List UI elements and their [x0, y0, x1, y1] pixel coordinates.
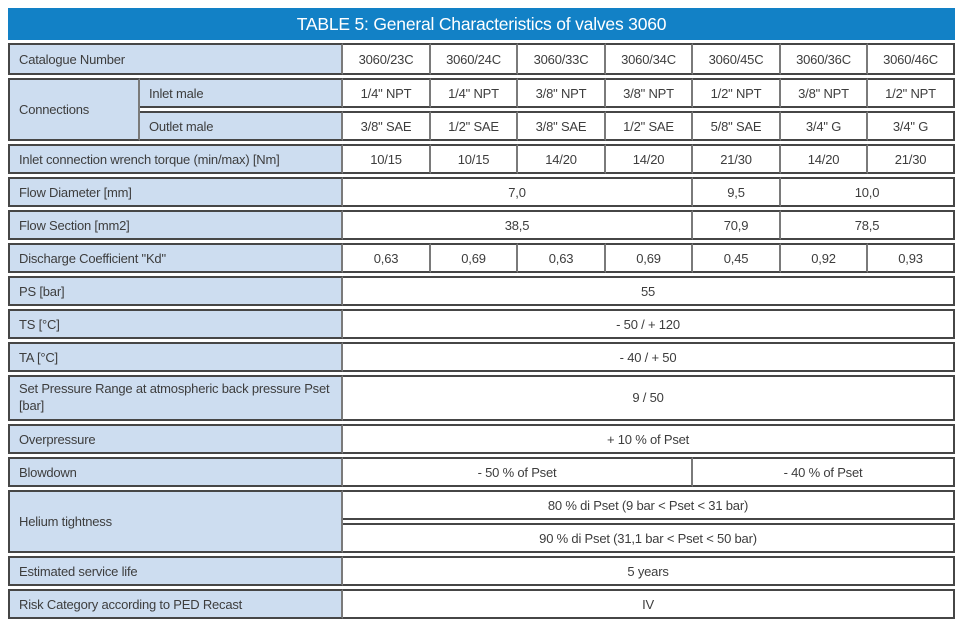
row-label-ps: PS [bar] — [8, 276, 344, 306]
outlet-cell: 1/2" SAE — [431, 111, 519, 141]
row-set-pressure-range: Set Pressure Range at atmospheric back p… — [8, 375, 956, 421]
discharge-cell: 0,69 — [431, 243, 519, 273]
ts-cell: - 50 / + 120 — [343, 309, 956, 339]
row-helium-tightness-2: 90 % di Pset (31,1 bar < Pset < 50 bar) — [8, 523, 956, 553]
inlet-cell: 3/8" NPT — [518, 78, 607, 108]
torque-cell: 10/15 — [431, 144, 519, 174]
torque-cell: 14/20 — [606, 144, 694, 174]
torque-cell: 21/30 — [868, 144, 956, 174]
row-blowdown: Blowdown - 50 % of Pset - 40 % of Pset — [8, 457, 956, 487]
discharge-cell: 0,45 — [693, 243, 782, 273]
inlet-cell: 1/2" NPT — [868, 78, 956, 108]
flow-section-cell: 70,9 — [693, 210, 782, 240]
flow-diameter-cell: 7,0 — [343, 177, 694, 207]
table-title: TABLE 5: General Characteristics of valv… — [296, 13, 667, 34]
flow-section-cell: 38,5 — [343, 210, 694, 240]
flow-diameter-cell: 9,5 — [693, 177, 782, 207]
row-label-inlet-male: Inlet male — [140, 78, 344, 108]
torque-cell: 10/15 — [343, 144, 432, 174]
catalogue-cell: 3060/23C — [343, 43, 432, 75]
set-pressure-cell: 9 / 50 — [343, 375, 956, 421]
ta-cell: - 40 / + 50 — [343, 342, 956, 372]
torque-cell: 14/20 — [518, 144, 607, 174]
discharge-cell: 0,63 — [343, 243, 432, 273]
row-ts: TS [°C] - 50 / + 120 — [8, 309, 956, 339]
inlet-cell: 3/8" NPT — [781, 78, 869, 108]
discharge-cell: 0,69 — [606, 243, 694, 273]
row-label-flow-section: Flow Section [mm2] — [8, 210, 344, 240]
catalogue-cell: 3060/24C — [431, 43, 519, 75]
row-label-set-pressure-range: Set Pressure Range at atmospheric back p… — [8, 375, 344, 421]
row-label-service-life: Estimated service life — [8, 556, 344, 586]
row-ta: TA [°C] - 40 / + 50 — [8, 342, 956, 372]
row-label-flow-diameter: Flow Diameter [mm] — [8, 177, 344, 207]
outlet-cell: 3/4" G — [868, 111, 956, 141]
discharge-cell: 0,93 — [868, 243, 956, 273]
helium-cell: 90 % di Pset (31,1 bar < Pset < 50 bar) — [343, 523, 956, 553]
catalogue-cell: 3060/46C — [868, 43, 956, 75]
outlet-cell: 3/8" SAE — [343, 111, 432, 141]
ps-cell: 55 — [343, 276, 956, 306]
outlet-cell: 3/8" SAE — [518, 111, 607, 141]
row-label-overpressure: Overpressure — [8, 424, 344, 454]
blowdown-cell: - 40 % of Pset — [693, 457, 956, 487]
row-label-ta: TA [°C] — [8, 342, 344, 372]
service-life-cell: 5 years — [343, 556, 956, 586]
row-catalogue-number: Catalogue Number 3060/23C 3060/24C 3060/… — [8, 43, 956, 75]
row-overpressure: Overpressure + 10 % of Pset — [8, 424, 956, 454]
row-label-connections: Connections — [8, 78, 140, 141]
row-wrench-torque: Inlet connection wrench torque (min/max)… — [8, 144, 956, 174]
overpressure-cell: + 10 % of Pset — [343, 424, 956, 454]
risk-category-cell: IV — [343, 589, 956, 619]
row-ps: PS [bar] 55 — [8, 276, 956, 306]
catalogue-cell: 3060/45C — [693, 43, 782, 75]
row-label-discharge-coefficient: Discharge Coefficient "Kd" — [8, 243, 344, 273]
catalogue-cell: 3060/34C — [606, 43, 694, 75]
inlet-cell: 1/2" NPT — [693, 78, 782, 108]
row-helium-tightness-1: Helium tightness 80 % di Pset (9 bar < P… — [8, 490, 956, 553]
row-label-risk-category: Risk Category according to PED Recast — [8, 589, 344, 619]
row-label-wrench-torque: Inlet connection wrench torque (min/max)… — [8, 144, 344, 174]
flow-diameter-cell: 10,0 — [781, 177, 956, 207]
discharge-cell: 0,92 — [781, 243, 869, 273]
row-label-catalogue-number: Catalogue Number — [8, 43, 344, 75]
flow-section-cell: 78,5 — [781, 210, 956, 240]
row-flow-section: Flow Section [mm2] 38,5 70,9 78,5 — [8, 210, 956, 240]
catalogue-cell: 3060/36C — [781, 43, 869, 75]
outlet-cell: 5/8" SAE — [693, 111, 782, 141]
row-risk-category: Risk Category according to PED Recast IV — [8, 589, 956, 619]
row-label-ts: TS [°C] — [8, 309, 344, 339]
row-connections-outlet: Outlet male 3/8" SAE 1/2" SAE 3/8" SAE 1… — [8, 111, 956, 141]
row-service-life: Estimated service life 5 years — [8, 556, 956, 586]
blowdown-cell: - 50 % of Pset — [343, 457, 694, 487]
outlet-cell: 3/4" G — [781, 111, 869, 141]
row-flow-diameter: Flow Diameter [mm] 7,0 9,5 10,0 — [8, 177, 956, 207]
inlet-cell: 1/4" NPT — [343, 78, 432, 108]
inlet-cell: 1/4" NPT — [431, 78, 519, 108]
row-connections-inlet: Connections Inlet male 1/4" NPT 1/4" NPT… — [8, 78, 956, 141]
row-discharge-coefficient: Discharge Coefficient "Kd" 0,63 0,69 0,6… — [8, 243, 956, 273]
characteristics-table: Catalogue Number 3060/23C 3060/24C 3060/… — [8, 40, 956, 622]
torque-cell: 21/30 — [693, 144, 782, 174]
torque-cell: 14/20 — [781, 144, 869, 174]
discharge-cell: 0,63 — [518, 243, 607, 273]
row-label-outlet-male: Outlet male — [140, 111, 344, 141]
row-label-blowdown: Blowdown — [8, 457, 344, 487]
row-label-helium-tightness: Helium tightness — [8, 490, 344, 553]
outlet-cell: 1/2" SAE — [606, 111, 694, 141]
catalogue-cell: 3060/33C — [518, 43, 607, 75]
inlet-cell: 3/8" NPT — [606, 78, 694, 108]
helium-cell: 80 % di Pset (9 bar < Pset < 31 bar) — [343, 490, 956, 520]
table-title-bar: TABLE 5: General Characteristics of valv… — [8, 8, 955, 40]
